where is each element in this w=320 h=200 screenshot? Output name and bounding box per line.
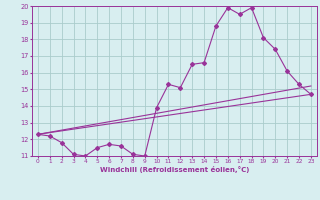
X-axis label: Windchill (Refroidissement éolien,°C): Windchill (Refroidissement éolien,°C) <box>100 166 249 173</box>
